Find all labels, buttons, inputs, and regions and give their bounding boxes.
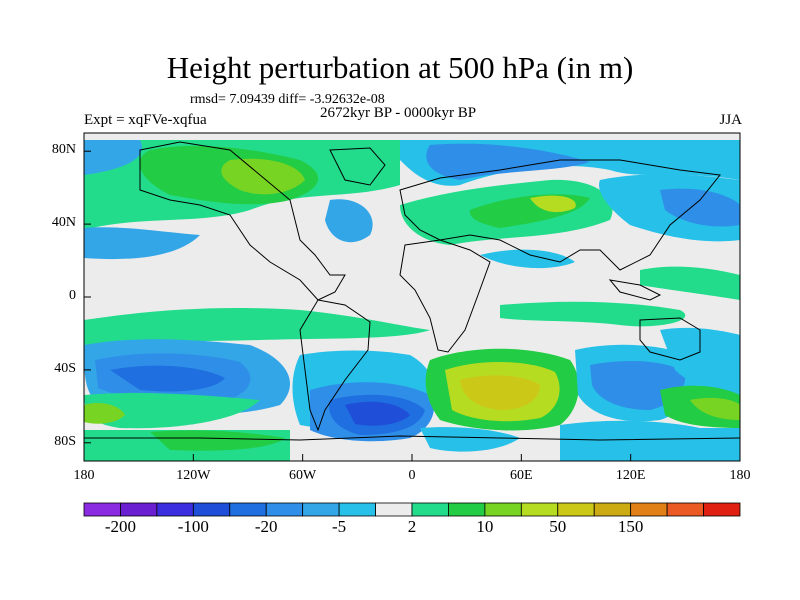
colorbar-swatch: [520, 502, 559, 517]
lon-tick-label: 120E: [615, 468, 646, 483]
colorbar-swatch: [83, 502, 121, 517]
colorbar-swatch: [703, 502, 741, 517]
season-label: JJA: [719, 112, 742, 128]
experiment-label: Expt = xqFVe-xqfua: [84, 112, 207, 128]
colorbar-label: 10: [476, 517, 494, 536]
coastlines: [84, 141, 740, 441]
colorbar-swatch: [302, 502, 340, 517]
lon-tick-label: 0: [408, 468, 416, 483]
colorbar-swatch: [375, 502, 413, 517]
colorbar-swatch: [666, 502, 704, 517]
colorbar-swatch: [411, 502, 449, 517]
colorbar-swatch: [484, 502, 522, 517]
period-label: 2672kyr BP - 0000kyr BP: [320, 105, 477, 121]
colorbar-label: 2: [407, 517, 417, 536]
colorbar-swatch: [229, 502, 267, 517]
colorbar-swatch: [265, 502, 304, 517]
lat-tick-label: 0: [69, 288, 76, 303]
colorbar-label: -5: [332, 517, 347, 536]
lat-tick-label: 80S: [54, 433, 76, 449]
colorbar-label: -20: [254, 517, 278, 536]
colorbar-swatch: [593, 502, 632, 517]
lon-tick-label: 60W: [289, 468, 317, 483]
lon-tick-label: 180: [729, 468, 751, 483]
colorbar-swatch: [630, 502, 668, 517]
lat-tick-label: 40N: [51, 215, 76, 231]
map-title: Height perturbation at 500 hPa (in m): [166, 50, 634, 85]
colorbar-swatch: [448, 502, 486, 517]
rmsd-stat: rmsd= 7.09439 diff= -3.92632e-08: [190, 92, 385, 107]
colorbar-label: 50: [549, 517, 567, 536]
colorbar-label: -200: [104, 517, 137, 536]
colorbar-swatch: [120, 502, 158, 517]
lon-tick-label: 120W: [176, 468, 211, 483]
colorbar-swatch: [557, 502, 595, 517]
lon-tick-label: 180: [73, 468, 95, 483]
lon-tick-label: 60E: [510, 468, 533, 483]
colorbar-swatch: [192, 502, 231, 517]
lat-tick-label: 40S: [54, 360, 76, 376]
contour-field: [84, 133, 740, 461]
colorbar-label: -100: [177, 517, 209, 536]
lat-tick-label: 80N: [51, 142, 76, 158]
colorbar-swatch: [156, 502, 194, 517]
colorbar-label: 150: [617, 517, 644, 536]
colorbar: [83, 502, 741, 517]
colorbar-swatch: [338, 502, 376, 517]
